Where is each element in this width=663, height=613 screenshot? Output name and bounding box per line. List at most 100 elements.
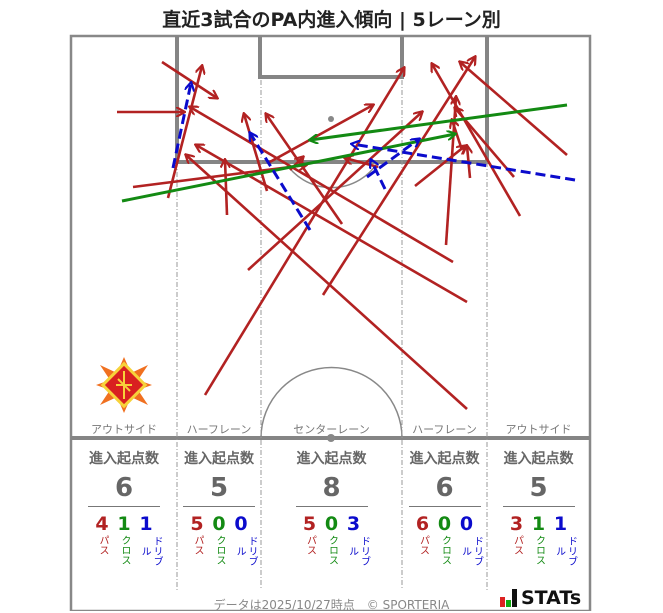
cross-value: 1 bbox=[117, 513, 131, 535]
pass-arrow bbox=[161, 60, 217, 98]
dribble-count: 3 ドリブル bbox=[346, 513, 370, 566]
dribble-label: ドリブル bbox=[139, 536, 162, 566]
dribble-count: 1 ドリブル bbox=[138, 513, 162, 566]
lane-total: 5 bbox=[209, 473, 229, 503]
dribble-arrow bbox=[352, 144, 576, 182]
lane-name: アウトサイド bbox=[91, 423, 157, 436]
pass-label: パス bbox=[511, 535, 523, 555]
pass-value: 3 bbox=[509, 513, 524, 535]
divider bbox=[88, 506, 160, 507]
cross-label: クロス bbox=[326, 535, 338, 565]
stats-bars-icon bbox=[500, 589, 517, 607]
lane-total: 6 bbox=[435, 473, 454, 503]
pass-arrow bbox=[190, 107, 454, 264]
cross-count: 0 クロス bbox=[211, 513, 227, 565]
cross-count: 0 クロス bbox=[324, 513, 340, 565]
pass-arrow bbox=[267, 105, 373, 165]
pass-arrow bbox=[266, 114, 344, 225]
pass-label: パス bbox=[304, 535, 316, 555]
cross-count: 1 クロス bbox=[116, 513, 132, 565]
penalty-spot bbox=[328, 116, 334, 122]
dribble-count: 1 ドリブル bbox=[553, 513, 577, 566]
pass-arrow bbox=[247, 112, 422, 271]
lane-total: 6 bbox=[114, 473, 134, 503]
cross-label: クロス bbox=[533, 535, 545, 565]
cross-label: クロス bbox=[214, 535, 225, 565]
lane-header: 進入起点数 bbox=[296, 451, 367, 467]
lane-name: アウトサイド bbox=[505, 423, 572, 436]
lane-stats: 進入起点数 6 6 パス 0 クロス 0 ドリブル bbox=[402, 448, 487, 566]
lane-total: 8 bbox=[322, 473, 341, 503]
pass-count: 5 パス bbox=[302, 513, 318, 555]
lane-header: 進入起点数 bbox=[409, 451, 480, 467]
dribble-label: ドリブル bbox=[346, 536, 370, 566]
pass-label: パス bbox=[192, 535, 203, 555]
dribble-arrow bbox=[366, 139, 419, 179]
brand-name: STATs bbox=[521, 587, 582, 609]
pass-arrow bbox=[321, 57, 475, 296]
lane-total: 5 bbox=[529, 473, 548, 503]
dribble-label: ドリブル bbox=[234, 536, 257, 566]
dribble-value: 1 bbox=[139, 513, 153, 535]
dribble-count: 0 ドリブル bbox=[233, 513, 257, 566]
cross-value: 0 bbox=[324, 513, 339, 535]
divider bbox=[183, 506, 255, 507]
pass-label: パス bbox=[97, 535, 108, 555]
pass-count: 3 パス bbox=[509, 513, 525, 555]
footer-note: データは2025/10/27時点 © SPORTERIA bbox=[213, 598, 450, 612]
pass-value: 4 bbox=[95, 513, 109, 535]
pass-arrow bbox=[196, 145, 468, 304]
pass-arrow bbox=[432, 64, 522, 217]
pass-arrow bbox=[414, 146, 465, 188]
page-title: 直近3試合のPA内進入傾向 | 5レーン別 bbox=[162, 9, 501, 31]
dribble-value: 0 bbox=[234, 513, 248, 535]
lane-stats: 進入起点数 8 5 パス 0 クロス 3 ドリブル bbox=[261, 448, 402, 566]
team-crest-icon bbox=[96, 357, 152, 413]
pass-arrow bbox=[460, 62, 568, 156]
brand-logo: STATs bbox=[500, 587, 582, 609]
lane-name: ハーフレーン bbox=[412, 423, 477, 436]
pass-count: 4 パス bbox=[94, 513, 110, 555]
cross-value: 0 bbox=[437, 513, 452, 535]
dribble-label: ドリブル bbox=[459, 536, 483, 566]
pass-arrow bbox=[225, 160, 227, 216]
cross-arrow bbox=[310, 103, 568, 140]
pass-arrow bbox=[186, 155, 468, 410]
dribble-value: 1 bbox=[553, 513, 568, 535]
pass-count: 5 パス bbox=[189, 513, 205, 555]
center-spot bbox=[327, 434, 335, 442]
cross-label: クロス bbox=[119, 535, 130, 565]
divider bbox=[502, 506, 575, 507]
pass-count: 6 パス bbox=[415, 513, 431, 555]
cross-arrow bbox=[121, 134, 455, 203]
lane-name: センターレーン bbox=[293, 423, 370, 436]
lane-name: ハーフレーン bbox=[186, 423, 252, 436]
divider bbox=[295, 506, 368, 507]
pass-value: 6 bbox=[415, 513, 430, 535]
pass-arrow bbox=[203, 68, 404, 396]
pass-label: パス bbox=[417, 535, 429, 555]
pass-arrow bbox=[244, 114, 269, 192]
dribble-value: 0 bbox=[459, 513, 474, 535]
cross-value: 1 bbox=[531, 513, 546, 535]
cross-label: クロス bbox=[439, 535, 451, 565]
pass-value: 5 bbox=[190, 513, 204, 535]
cross-count: 0 クロス bbox=[437, 513, 453, 565]
dribble-arrow bbox=[250, 133, 312, 231]
entry-arrows bbox=[117, 57, 576, 410]
cross-count: 1 クロス bbox=[531, 513, 547, 565]
dribble-label: ドリブル bbox=[553, 536, 577, 566]
pass-arrow bbox=[166, 66, 202, 199]
pass-value: 5 bbox=[302, 513, 317, 535]
lane-stats: 進入起点数 6 4 パス 1 クロス 1 ドリブル bbox=[71, 448, 177, 566]
lane-header: 進入起点数 bbox=[184, 451, 254, 467]
dribble-count: 0 ドリブル bbox=[459, 513, 483, 566]
lane-stats: 進入起点数 5 3 パス 1 クロス 1 ドリブル bbox=[487, 448, 590, 566]
lane-stats: 進入起点数 5 5 パス 0 クロス 0 ドリブル bbox=[177, 448, 261, 566]
dribble-value: 3 bbox=[346, 513, 361, 535]
divider bbox=[408, 506, 481, 507]
dribble-arrow bbox=[371, 160, 387, 190]
cross-value: 0 bbox=[212, 513, 226, 535]
